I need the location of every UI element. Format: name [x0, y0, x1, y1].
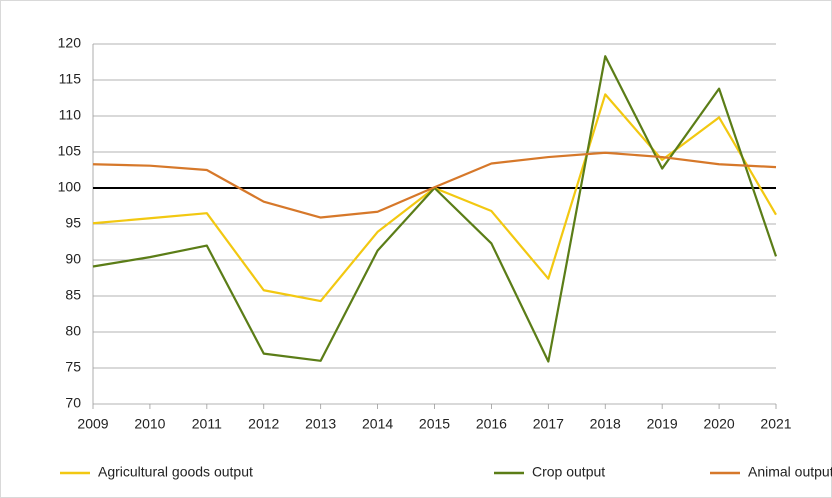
x-tick-label: 2009: [77, 416, 108, 432]
x-tick-label: 2019: [647, 416, 678, 432]
y-tick-label: 90: [65, 251, 81, 267]
y-tick-label: 110: [59, 107, 82, 123]
y-tick-label: 75: [65, 359, 81, 375]
y-tick-label: 115: [59, 71, 82, 87]
x-tick-label: 2015: [419, 416, 450, 432]
y-tick-label: 95: [65, 215, 81, 231]
x-tick-label: 2013: [305, 416, 336, 432]
x-tick-label: 2016: [476, 416, 507, 432]
y-tick-label: 120: [58, 35, 82, 51]
y-tick-label: 85: [65, 287, 81, 303]
x-tick-label: 2011: [192, 416, 222, 432]
y-tick-label: 70: [65, 395, 81, 411]
y-tick-label: 80: [65, 323, 81, 339]
x-tick-label: 2010: [134, 416, 165, 432]
x-tick-label: 2012: [248, 416, 279, 432]
x-tick-label: 2021: [760, 416, 791, 432]
y-tick-label: 105: [58, 143, 82, 159]
legend-label: Animal output: [748, 464, 832, 480]
x-tick-label: 2018: [590, 416, 621, 432]
legend-label: Agricultural goods output: [98, 464, 253, 480]
x-tick-label: 2017: [533, 416, 564, 432]
x-tick-label: 2014: [362, 416, 393, 432]
x-tick-label: 2020: [704, 416, 735, 432]
series-line: [92, 151, 777, 219]
y-tick-label: 100: [58, 179, 82, 195]
legend-label: Crop output: [532, 464, 605, 480]
